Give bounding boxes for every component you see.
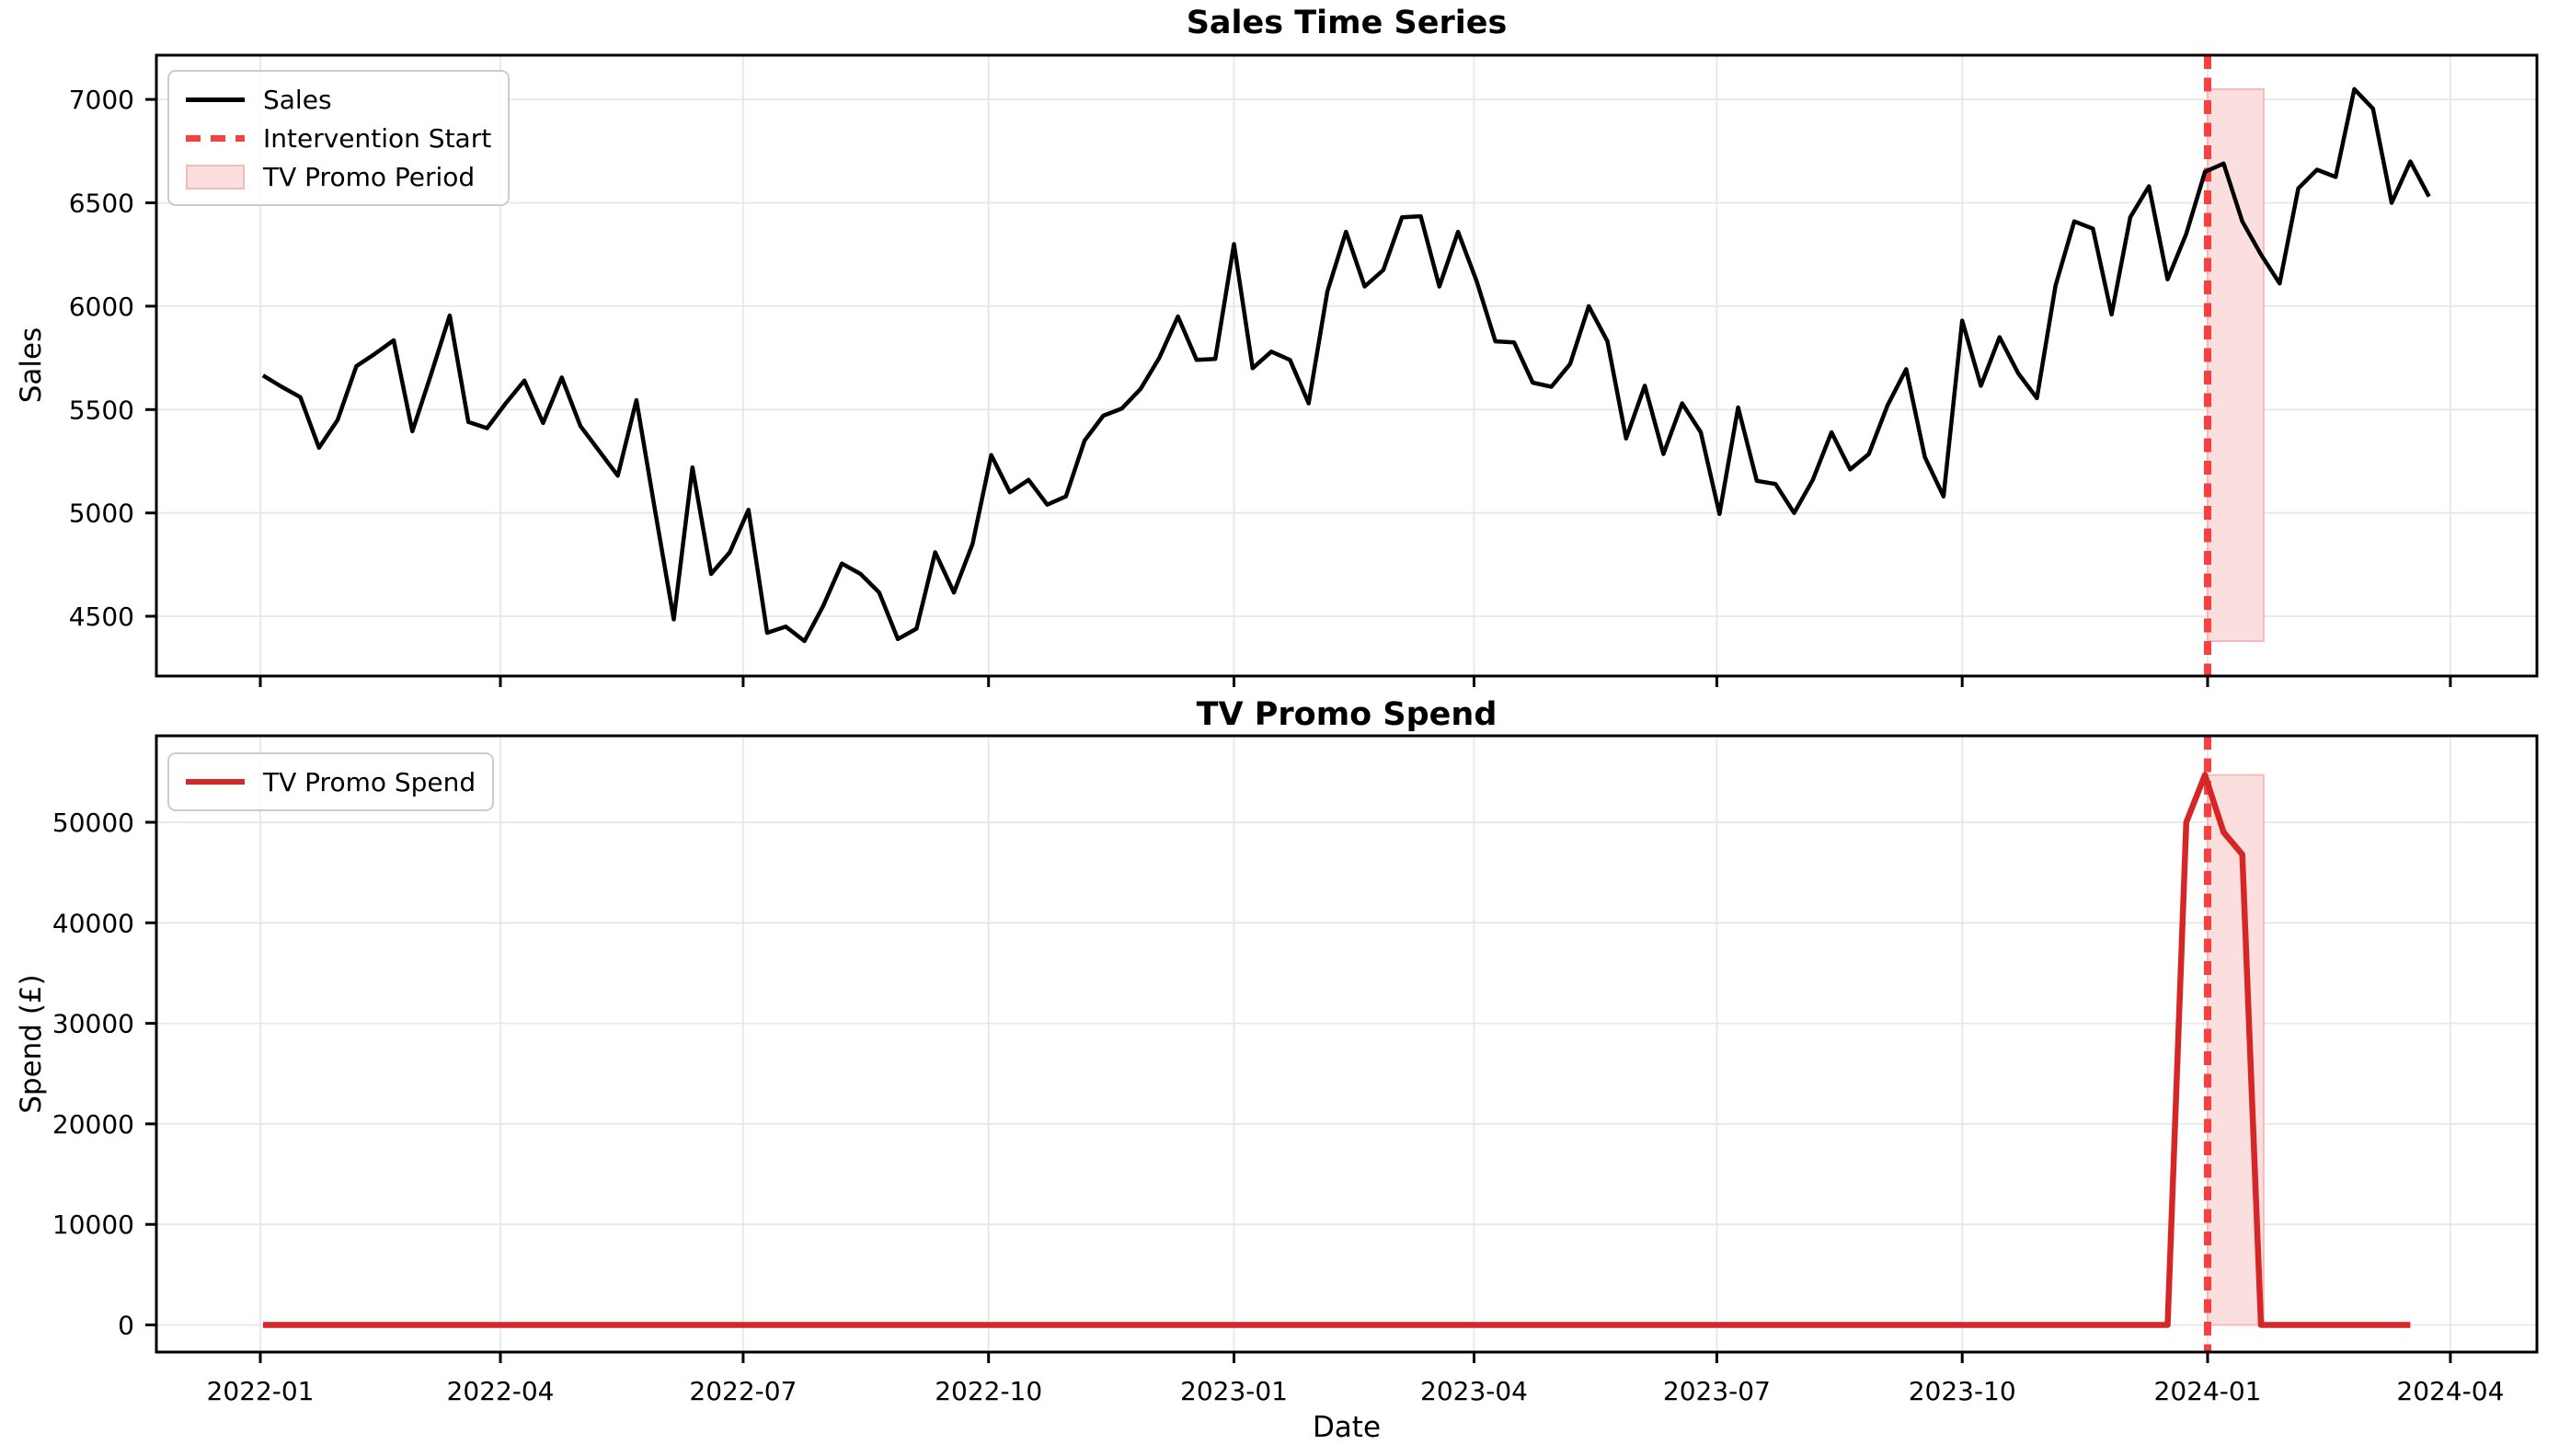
sales-y-tick-label: 5000 — [69, 499, 134, 529]
sales-y-tick-label: 4500 — [69, 602, 134, 632]
x-tick-label: 2022-04 — [447, 1376, 555, 1406]
spend-series-line — [262, 772, 2411, 1328]
legend-swatch-spend-line — [186, 779, 245, 785]
spend-y-tick-label: 30000 — [52, 1009, 134, 1039]
sales-y-tick-label: 5500 — [69, 395, 134, 425]
x-tick-label: 2022-10 — [935, 1376, 1042, 1406]
x-axis-label: Date — [1312, 1411, 1382, 1444]
sales-series-line — [261, 86, 2431, 644]
spend-promo-period-band — [2207, 774, 2265, 1326]
x-tick-label: 2023-07 — [1663, 1376, 1771, 1406]
sales-y-tick-label: 7000 — [69, 85, 134, 115]
legend-item-intervention: Intervention Start — [186, 121, 491, 155]
sales-legend: Sales Intervention Start TV Promo Period — [167, 70, 511, 206]
sales-chart-title: Sales Time Series — [1186, 5, 1508, 41]
spend-legend: TV Promo Spend — [167, 752, 495, 811]
spend-y-tick-label: 40000 — [52, 908, 134, 938]
legend-label-intervention: Intervention Start — [263, 122, 492, 154]
legend-swatch-promo-patch — [186, 164, 245, 189]
spend-axes-box — [155, 734, 2539, 1354]
x-tick-label: 2022-01 — [207, 1376, 315, 1406]
spend-y-tick-label: 10000 — [52, 1210, 134, 1240]
sales-axes-box — [155, 53, 2539, 678]
spend-chart-title: TV Promo Spend — [1196, 696, 1498, 733]
spend-y-tick-label: 20000 — [52, 1109, 134, 1140]
sales-promo-period-band — [2207, 87, 2265, 642]
spend-y-axis-label: Spend (£) — [15, 974, 48, 1114]
x-tick-label: 2024-04 — [2396, 1376, 2504, 1406]
x-tick-label: 2023-01 — [1180, 1376, 1288, 1406]
sales-y-tick-label: 6500 — [69, 189, 134, 219]
sales-y-tick-label: 6000 — [69, 292, 134, 322]
legend-item-sales: Sales — [186, 83, 491, 116]
sales-y-axis-label: Sales — [15, 327, 48, 404]
legend-label-sales: Sales — [263, 84, 332, 115]
legend-item-spend: TV Promo Spend — [186, 765, 476, 798]
x-tick-label: 2023-10 — [1909, 1376, 2016, 1406]
x-tick-label: 2023-04 — [1420, 1376, 1528, 1406]
legend-label-promo-period: TV Promo Period — [263, 161, 476, 192]
legend-label-spend: TV Promo Spend — [263, 766, 476, 797]
legend-swatch-sales-line — [186, 97, 245, 102]
legend-swatch-intervention-dash — [186, 134, 245, 142]
x-tick-label: 2024-01 — [2154, 1376, 2262, 1406]
spend-y-tick-label: 0 — [118, 1311, 134, 1341]
spend-y-tick-label: 50000 — [52, 808, 134, 838]
legend-item-promo-period: TV Promo Period — [186, 160, 491, 193]
x-tick-label: 2022-07 — [689, 1376, 797, 1406]
